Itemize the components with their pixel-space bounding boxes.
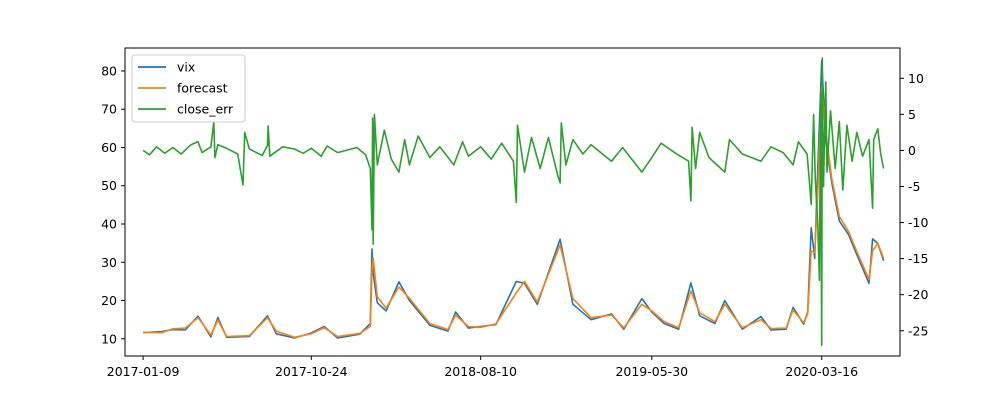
left-tick-label: 30 — [101, 255, 117, 270]
plot-frame — [124, 47, 901, 357]
right-tick-label: 10 — [908, 71, 924, 86]
right-tick-label: -20 — [908, 287, 928, 302]
x-tick-label: 2017-10-24 — [275, 364, 348, 379]
x-axis: 2017-01-09 2017-10-24 2018-08-10 2019-05-30… — [107, 356, 858, 379]
legend-label-forecast: forecast — [177, 81, 228, 96]
right-tick-label: -5 — [908, 179, 920, 194]
x-tick-label: 2020-03-16 — [785, 364, 858, 379]
x-tick-label: 2019-05-30 — [615, 364, 688, 379]
legend-box — [131, 54, 246, 123]
legend: vix forecast close_err — [131, 54, 246, 123]
left-tick-label: 10 — [101, 331, 117, 346]
right-tick-label: -25 — [908, 323, 928, 338]
left-tick-label: 40 — [101, 217, 117, 232]
right-tick-label: 5 — [908, 107, 916, 122]
series-line-close-err — [142, 57, 885, 346]
left-tick-label: 80 — [101, 63, 117, 78]
left-tick-label: 70 — [101, 102, 117, 117]
right-tick-label: -10 — [908, 215, 928, 230]
legend-label-vix: vix — [177, 60, 195, 75]
left-tick-label: 50 — [101, 178, 117, 193]
x-tick-label: 2017-01-09 — [107, 364, 180, 379]
right-tick-label: -15 — [908, 251, 928, 266]
series-line-forecast — [143, 85, 885, 339]
legend-label-close-err: close_err — [177, 102, 234, 117]
left-tick-label: 60 — [101, 140, 117, 155]
right-tick-label: 0 — [908, 143, 916, 158]
left-tick-label: 20 — [101, 293, 117, 308]
right-y-axis: -25 -20 -15 -10 -5 0 5 10 — [900, 71, 928, 338]
left-y-axis: 10 20 30 40 50 60 70 80 — [101, 63, 125, 346]
x-tick-label: 2018-08-10 — [444, 364, 517, 379]
plot-lines — [142, 57, 885, 346]
